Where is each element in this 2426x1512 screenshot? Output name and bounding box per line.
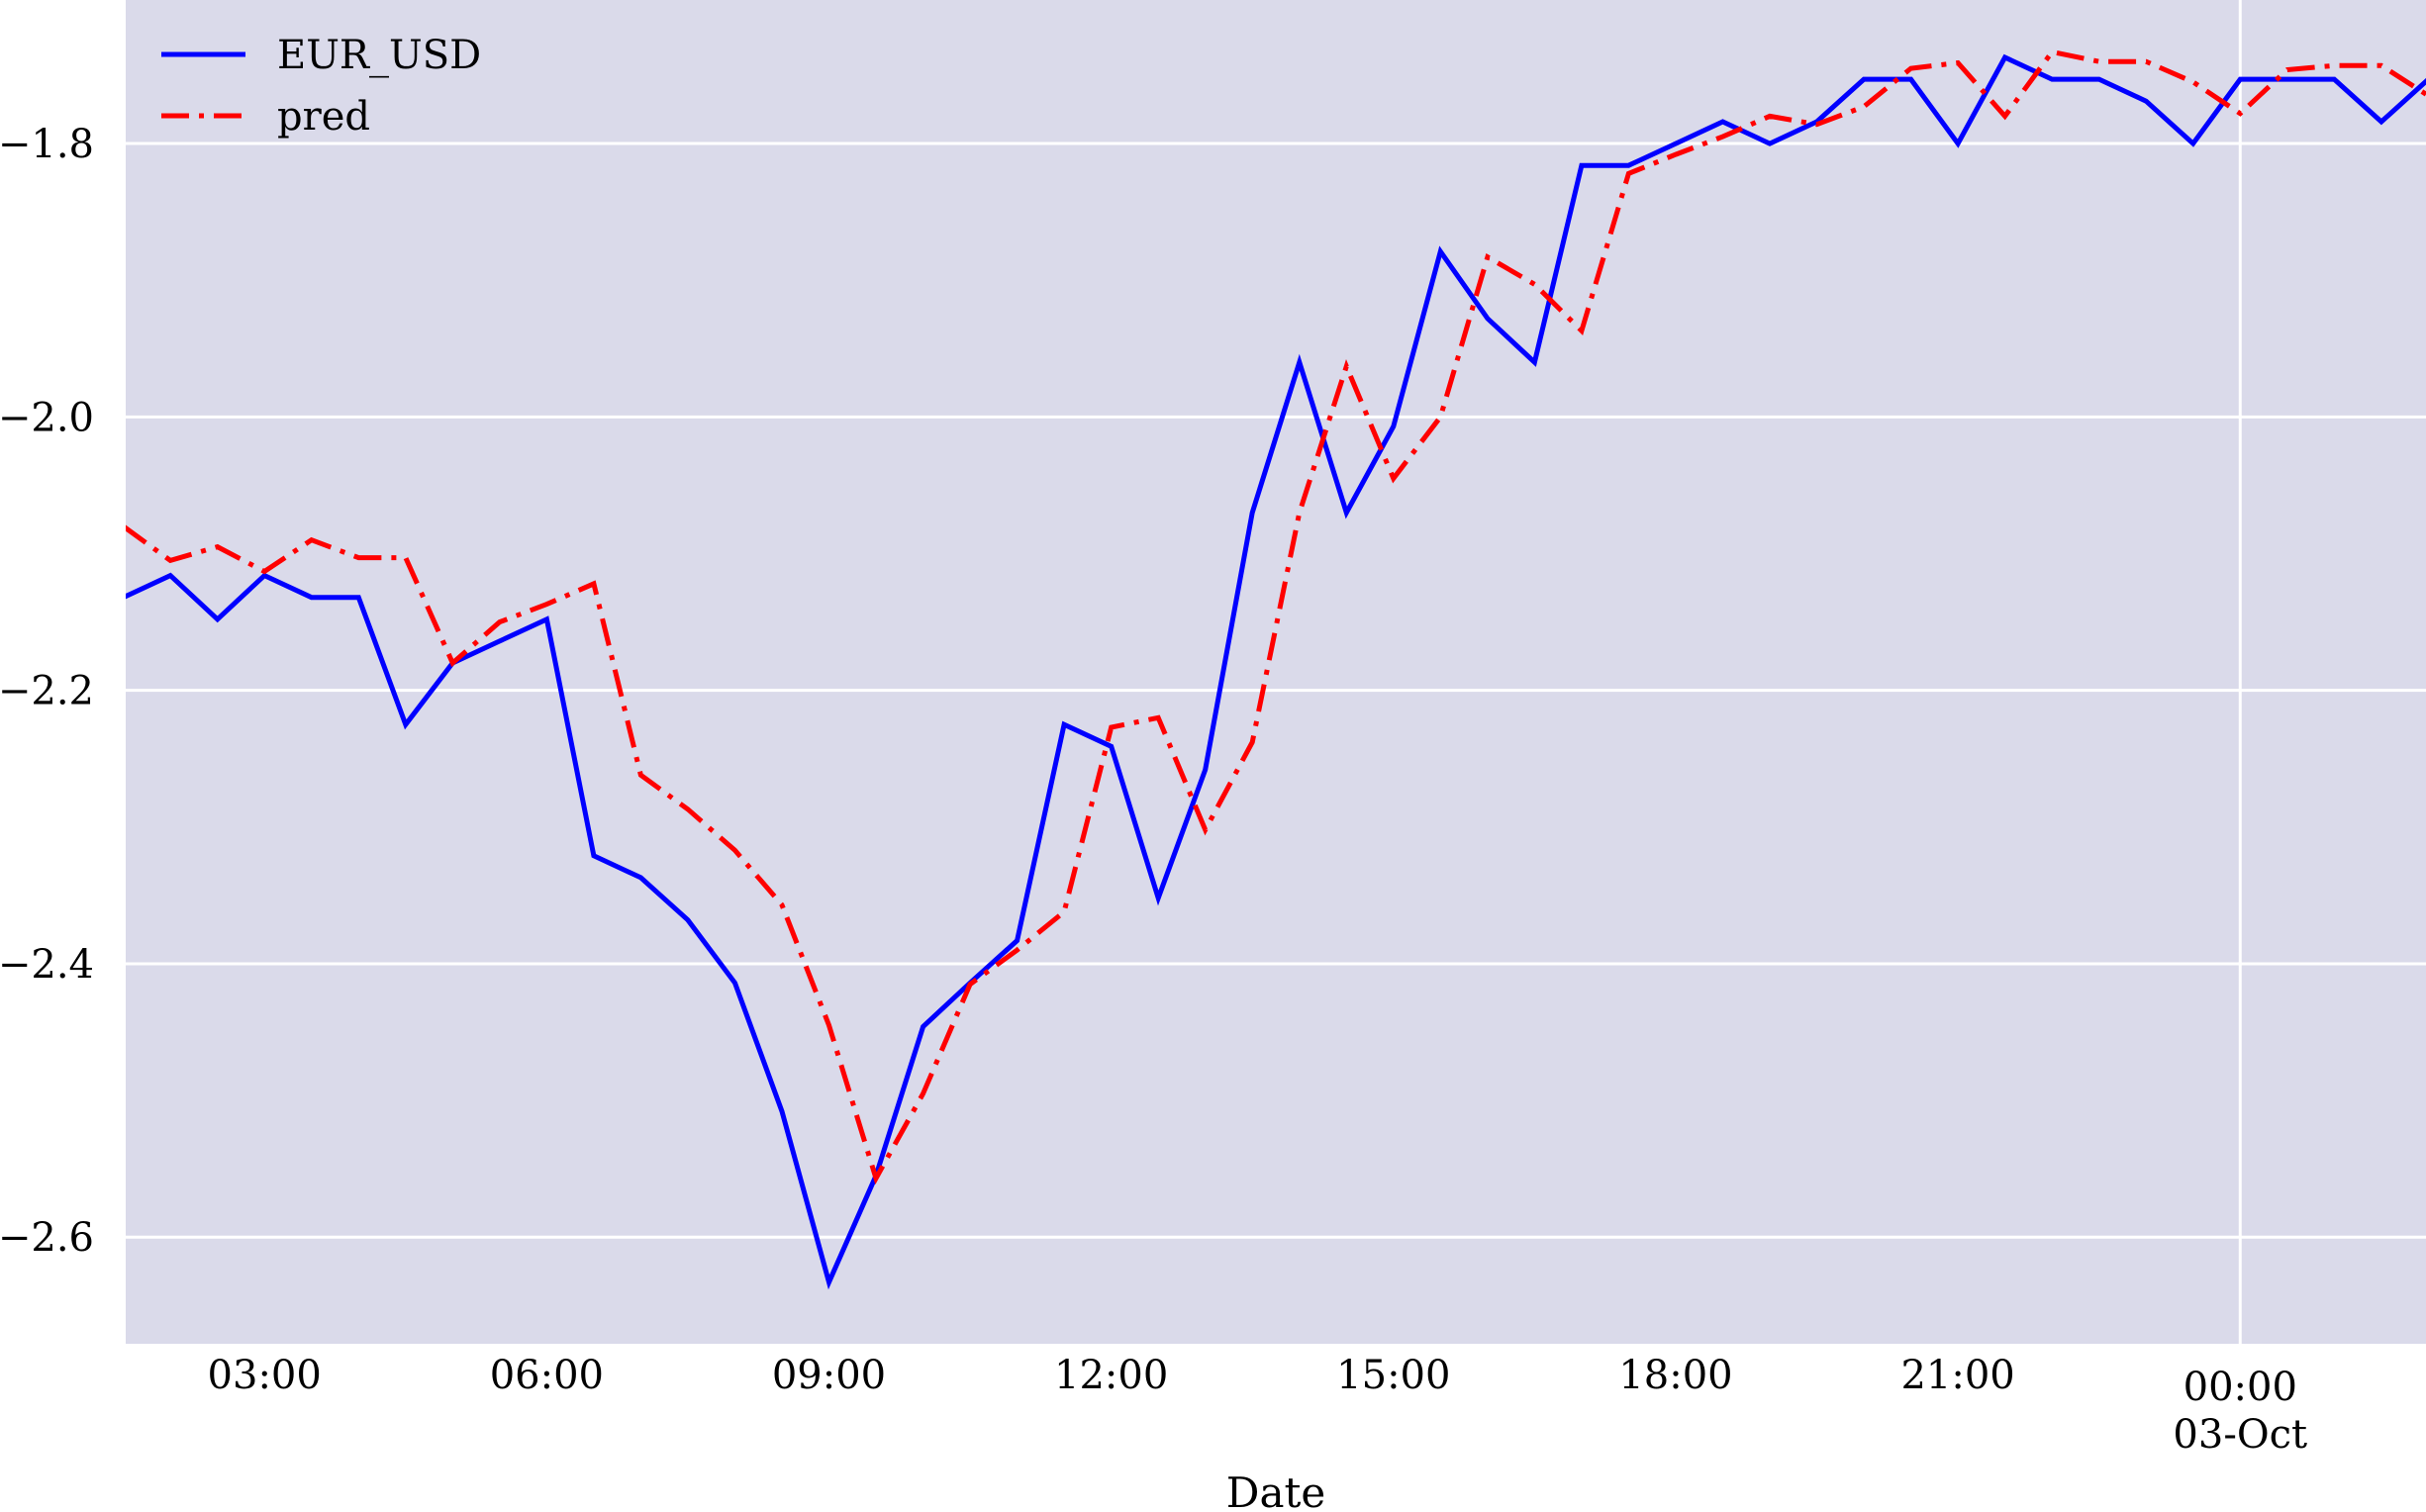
grid-lines (126, 0, 2426, 1344)
series-lines (126, 48, 2426, 1290)
x-tick-date-label: 03-Oct (2173, 1412, 2307, 1458)
legend-label: pred (277, 94, 370, 140)
y-tick-label: −1.8 (0, 122, 94, 167)
plot-background (126, 0, 2426, 1344)
y-tick-label: −2.0 (0, 395, 94, 440)
x-tick-label: 21:00 (1900, 1353, 2014, 1398)
x-tick-label: 00:00 (2183, 1365, 2297, 1410)
legend-label: EUR_USD (277, 33, 481, 78)
x-tick-label: 18:00 (1618, 1353, 1732, 1398)
x-tick-label: 06:00 (490, 1353, 604, 1398)
x-tick-label: 15:00 (1336, 1353, 1450, 1398)
y-tick-label: −2.4 (0, 942, 94, 988)
y-axis: −2.6 −2.4 −2.2 −2.0 −1.8 (0, 122, 94, 1261)
x-tick-label: 03:00 (208, 1353, 322, 1398)
x-tick-label: 09:00 (772, 1353, 886, 1398)
series-line-eur-usd (126, 53, 2426, 1290)
x-axis-label: Date (1226, 1468, 1325, 1512)
y-tick-label: −2.6 (0, 1215, 94, 1261)
y-tick-label: −2.2 (0, 669, 94, 714)
x-tick-label: 12:00 (1054, 1353, 1168, 1398)
x-axis: 03:00 06:00 09:00 12:00 15:00 18:00 21:00 00:00… (208, 1353, 2308, 1458)
